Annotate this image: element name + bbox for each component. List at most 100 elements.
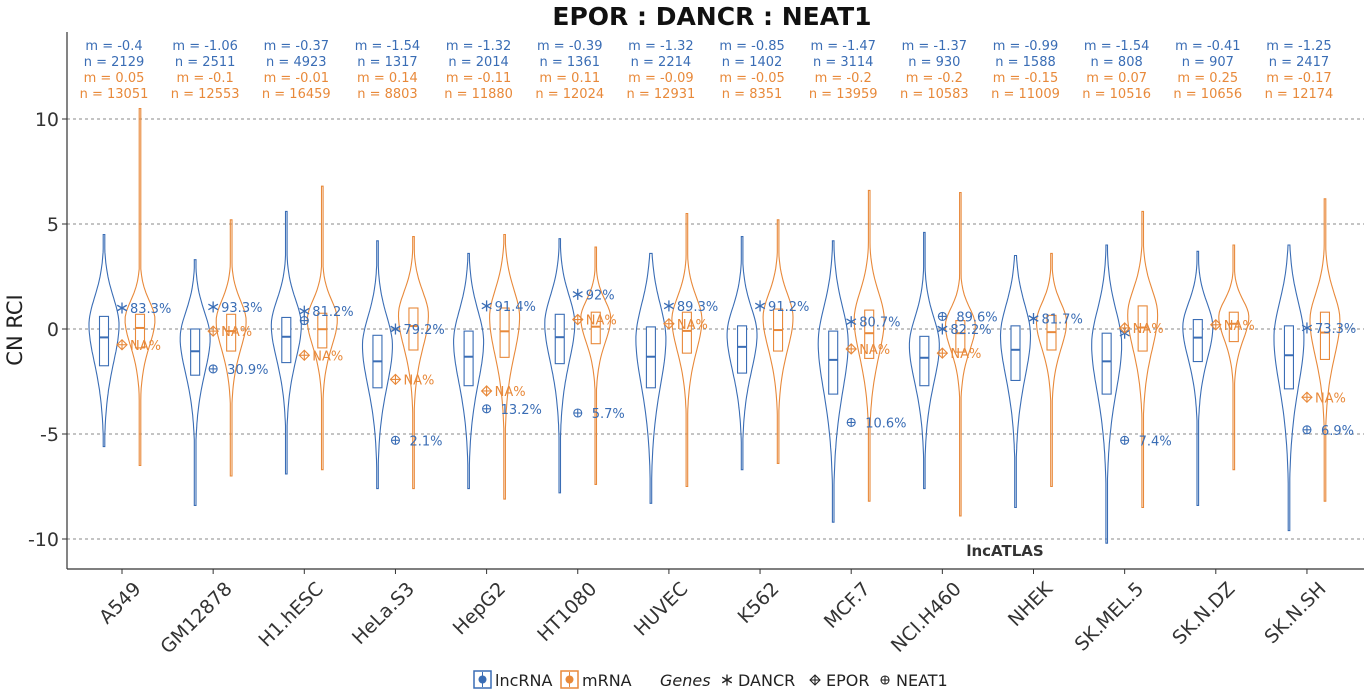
dancr-marker: [1301, 322, 1313, 334]
dancr-percent-label: 89.3%: [677, 300, 718, 315]
lnc-box: [736, 325, 748, 374]
legend-mrna-key: [560, 670, 579, 689]
y-tick-label: -10: [28, 529, 59, 551]
x-tick-label: MCF.7: [820, 578, 875, 633]
stat-lnc-n: n = 3114: [813, 55, 873, 70]
dancr-marker: [208, 301, 219, 313]
stat-lnc-m: m = -1.37: [902, 39, 967, 54]
mrna-violin: [671, 212, 703, 488]
stat-mrna-n: n = 8803: [357, 87, 417, 102]
asterisk-icon-shape: [721, 674, 733, 686]
y-axis-ticks: 10 5 0 -5 -10: [28, 109, 67, 551]
mrna-box: [864, 309, 875, 359]
stat-mrna-m: m = -0.09: [628, 71, 693, 86]
mrna-box: [226, 313, 237, 352]
epor-percent-label: NA%: [1133, 322, 1164, 337]
epor-marker: [663, 317, 675, 330]
dancr-marker: [937, 323, 948, 335]
mrna-violin: [489, 233, 521, 500]
epor-marker: [936, 347, 949, 359]
stat-lnc-n: n = 2214: [631, 55, 691, 70]
mrna-violin: [762, 219, 794, 464]
circle-plus-icon-shape: [880, 675, 890, 685]
circle-plus-icon: [880, 675, 890, 685]
stat-lnc-m: m = -1.32: [446, 39, 511, 54]
neat1-marker: [573, 408, 583, 418]
neat1-marker: [482, 404, 492, 414]
mrna-box: [1228, 311, 1239, 343]
stat-lnc-n: n = 1588: [995, 55, 1055, 70]
stat-lnc-m: m = -0.99: [993, 39, 1058, 54]
lnc-violin: [999, 254, 1032, 509]
lnc-box: [919, 335, 930, 387]
stat-lnc-m: m = -1.47: [810, 39, 875, 54]
dancr-marker: [116, 302, 128, 314]
stat-mrna-n: n = 11009: [991, 87, 1060, 102]
lnc-violin: [635, 252, 667, 504]
epor-marker: [207, 325, 219, 337]
epor-percent-label: NA%: [1224, 319, 1255, 334]
stat-lnc-m: m = -1.32: [628, 39, 693, 54]
stat-mrna-n: n = 13051: [80, 87, 149, 102]
stat-mrna-m: m = 0.14: [357, 71, 418, 86]
legend: lncRNA mRNA Genes DANCR EPOR NEAT1: [473, 670, 948, 690]
x-tick-label: HepG2: [449, 578, 510, 639]
neat1-percent-label: 5.7%: [592, 407, 625, 422]
stat-lnc-m: m = -0.85: [719, 39, 784, 54]
y-tick-label: -5: [40, 424, 59, 446]
neat1-percent-label: 6.9%: [1321, 424, 1354, 439]
mrna-violin: [306, 185, 338, 471]
epor-marker: [480, 385, 493, 397]
neat1-marker: [299, 316, 309, 326]
epor-marker: [116, 338, 128, 351]
dancr-marker: [481, 300, 492, 312]
lnc-box: [554, 313, 565, 365]
epor-percent-label: NA%: [221, 325, 252, 340]
mrna-violin: [1218, 244, 1250, 471]
epor-percent-label: NA%: [495, 385, 526, 400]
lnc-box: [1101, 332, 1112, 395]
lnc-violin: [179, 259, 211, 506]
dancr-marker: [846, 316, 857, 328]
neat1-marker: [846, 417, 856, 428]
stat-mrna-m: m = -0.2: [815, 71, 872, 86]
grid-lines: [67, 118, 1364, 540]
lnc-violin: [270, 210, 302, 475]
stat-mrna-n: n = 12174: [1265, 87, 1334, 102]
x-tick-label: HUVEC: [630, 578, 693, 641]
stat-lnc-n: n = 1402: [722, 55, 782, 70]
epor-percent-label: NA%: [677, 318, 708, 333]
lnc-box: [828, 330, 839, 395]
stat-mrna-m: m = -0.15: [993, 71, 1058, 86]
epor-marker: [1118, 322, 1131, 334]
stat-lnc-m: m = -0.4: [85, 39, 142, 54]
violins: [88, 107, 1341, 544]
stat-mrna-n: n = 16459: [262, 87, 331, 102]
epor-marker: [845, 343, 857, 355]
dancr-percent-label: 82.2%: [950, 323, 991, 338]
x-tick-label: HT1080: [533, 578, 601, 646]
lnc-violin: [88, 233, 120, 448]
epor-marker: [298, 349, 311, 362]
stat-mrna-m: m = 0.25: [1177, 71, 1238, 86]
stat-mrna-m: m = -0.11: [446, 71, 511, 86]
dancr-percent-label: 93.3%: [221, 301, 262, 316]
axes: [66, 32, 1364, 570]
mrna-violin: [397, 236, 429, 490]
chart-title: EPOR : DANCR : NEAT1: [552, 2, 871, 31]
x-tick-label: NHEK: [1004, 578, 1057, 631]
x-axis-categories: A549 GM12878 H1.hESC HeLa.S3 HepG2 HT1080 HUVE…: [95, 569, 1330, 658]
mrna-violin: [1309, 198, 1341, 502]
stat-lnc-m: m = -1.54: [355, 39, 420, 54]
lnc-violin: [908, 231, 940, 490]
stat-lnc-n: n = 1361: [540, 55, 600, 70]
dancr-percent-label: 80.7%: [859, 316, 900, 331]
stat-lnc-m: m = -1.54: [1084, 39, 1149, 54]
x-tick-label: NCI.H460: [887, 578, 966, 657]
mrna-violin: [215, 219, 247, 477]
x-tick-label: SK.N.SH: [1260, 578, 1330, 648]
dancr-marker: [299, 305, 310, 317]
neat1-percent-label: 89.6%: [956, 310, 997, 325]
